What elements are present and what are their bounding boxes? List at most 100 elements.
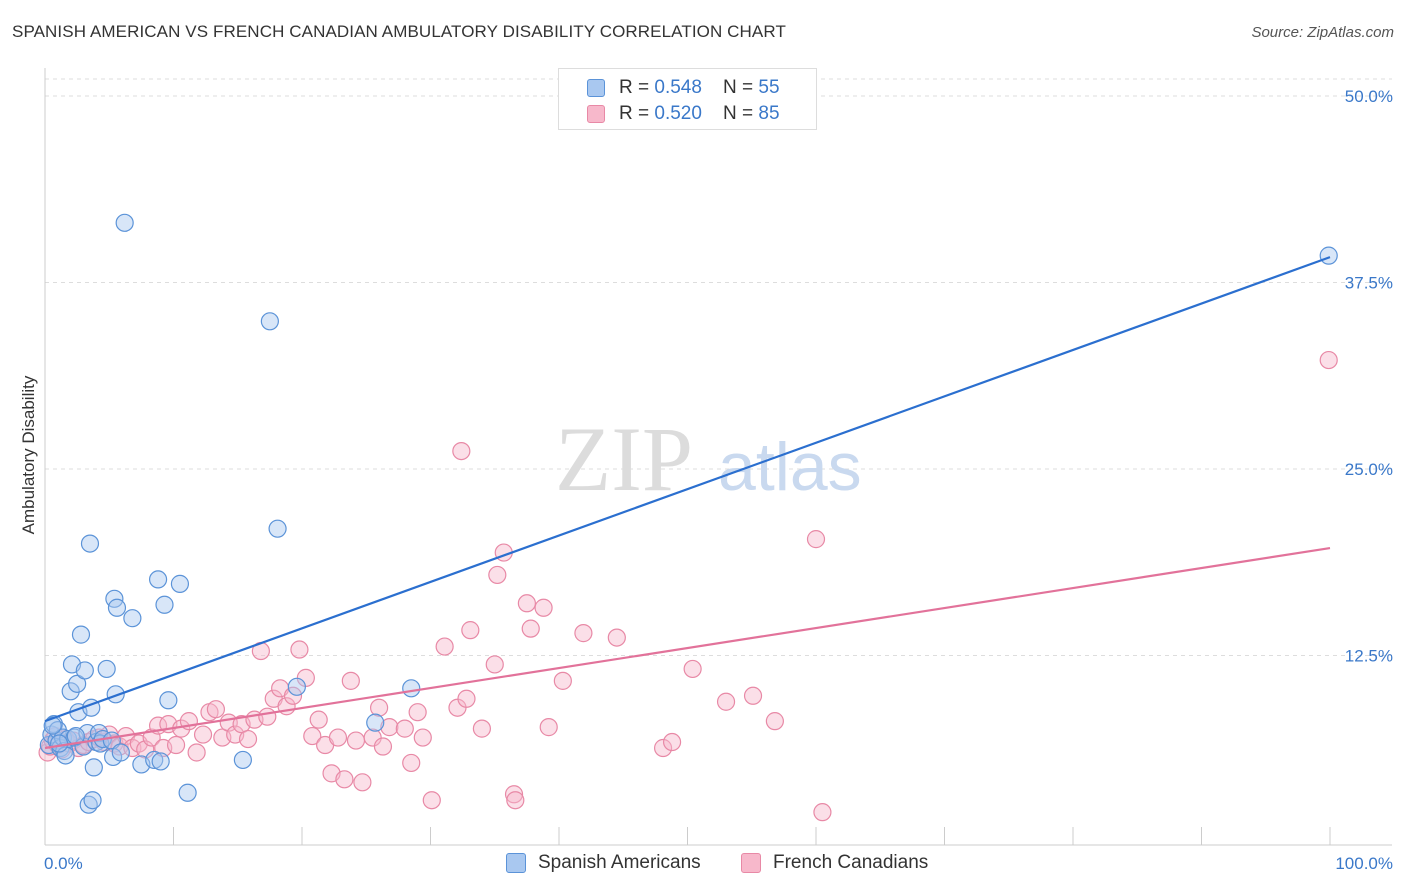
data-point [457, 689, 476, 708]
data-point [488, 565, 507, 585]
data-point [461, 621, 480, 640]
watermark: ZIP atlas [555, 408, 862, 510]
chart-title: SPANISH AMERICAN VS FRENCH CANADIAN AMBU… [12, 22, 786, 41]
data-point [106, 685, 125, 704]
data-point [258, 707, 277, 726]
data-point [341, 671, 360, 690]
data-point [653, 738, 673, 758]
bottom-legend-swatch-blue [506, 853, 526, 873]
watermark-zip: ZIP [555, 408, 693, 510]
data-point [370, 698, 389, 717]
bottom-legend-swatch-pink [741, 853, 761, 873]
data-point [233, 750, 252, 770]
y-tick-label: 50.0% [1345, 87, 1393, 106]
data-point [521, 619, 540, 638]
data-point [193, 725, 213, 744]
data-point [50, 734, 69, 753]
data-point [662, 732, 682, 752]
data-point [97, 659, 116, 679]
data-point [506, 791, 525, 810]
tick-labels: 12.5% 25.0% 37.5% 50.0% 0.0% 100.0% [44, 87, 1393, 873]
data-point [813, 803, 832, 822]
data-point [743, 686, 763, 705]
data-point [115, 213, 134, 232]
data-point [151, 752, 170, 771]
data-point [260, 312, 279, 331]
data-point [1319, 350, 1338, 370]
data-point [107, 598, 127, 617]
data-point [268, 519, 287, 538]
data-point [380, 718, 399, 737]
watermark-atlas: atlas [718, 429, 862, 505]
data-point [395, 719, 414, 738]
data-point [366, 713, 385, 732]
data-point [84, 758, 103, 777]
y-tick-label: 12.5% [1345, 647, 1393, 666]
data-point [148, 570, 168, 589]
legend: R = 0.548 N = 55 R = 0.520 N = 85 [558, 68, 817, 130]
series-spanish-americans [39, 213, 1338, 814]
data-point [402, 679, 421, 698]
data-point [683, 659, 702, 679]
legend-r-value: 0.548 [654, 77, 702, 98]
bottom-legend-label: Spanish Americans [538, 852, 701, 873]
data-point [402, 753, 421, 773]
legend-swatch-pink [587, 105, 605, 123]
source-credit: Source: ZipAtlas.com [1251, 24, 1394, 41]
data-point [1319, 246, 1338, 265]
data-point [452, 441, 471, 461]
data-point [159, 691, 178, 710]
data-point [83, 791, 102, 810]
series-french-canadians [38, 350, 1338, 822]
data-point [123, 609, 142, 628]
x-tick-label: 100.0% [1335, 854, 1393, 873]
data-point [328, 728, 348, 747]
trend-line-spanish-americans [44, 256, 1331, 723]
data-point [408, 703, 427, 722]
data-point [287, 677, 306, 696]
data-point [303, 726, 322, 746]
x-tick-label: 0.0% [44, 854, 83, 873]
data-point [145, 750, 164, 770]
legend-r-label: R = [619, 77, 655, 98]
data-point [504, 785, 524, 804]
data-point [765, 712, 784, 731]
legend-n-label: N = [723, 77, 759, 98]
y-tick-label: 37.5% [1345, 274, 1393, 293]
data-point [206, 700, 226, 719]
data-point [238, 729, 258, 749]
data-point [170, 574, 190, 593]
data-point [539, 718, 558, 737]
y-axis-label: Ambulatory Disability [19, 375, 38, 534]
data-point [80, 534, 100, 553]
legend-r-label: R = [619, 103, 655, 124]
data-point [472, 719, 491, 738]
data-point [187, 743, 206, 762]
data-point [574, 624, 593, 643]
data-point [553, 671, 572, 690]
trend-lines [44, 256, 1331, 750]
data-point [166, 735, 186, 755]
data-point [61, 682, 80, 701]
data-point [290, 640, 309, 659]
data-point [517, 594, 536, 613]
data-point [335, 770, 354, 789]
data-point [485, 655, 504, 674]
data-point [806, 530, 826, 549]
data-point [178, 783, 197, 802]
trend-line-french-canadians [44, 546, 1331, 750]
data-point [363, 728, 382, 747]
data-point [422, 791, 441, 810]
data-point [346, 731, 366, 750]
bottom-legend-label: French Canadians [773, 852, 929, 873]
data-point [435, 637, 454, 656]
data-point [353, 773, 372, 792]
data-point [413, 728, 432, 747]
axes [44, 68, 1392, 846]
data-point [309, 710, 328, 729]
data-point [111, 743, 130, 762]
data-point [155, 595, 174, 614]
data-point [373, 737, 393, 756]
data-point [68, 674, 87, 693]
